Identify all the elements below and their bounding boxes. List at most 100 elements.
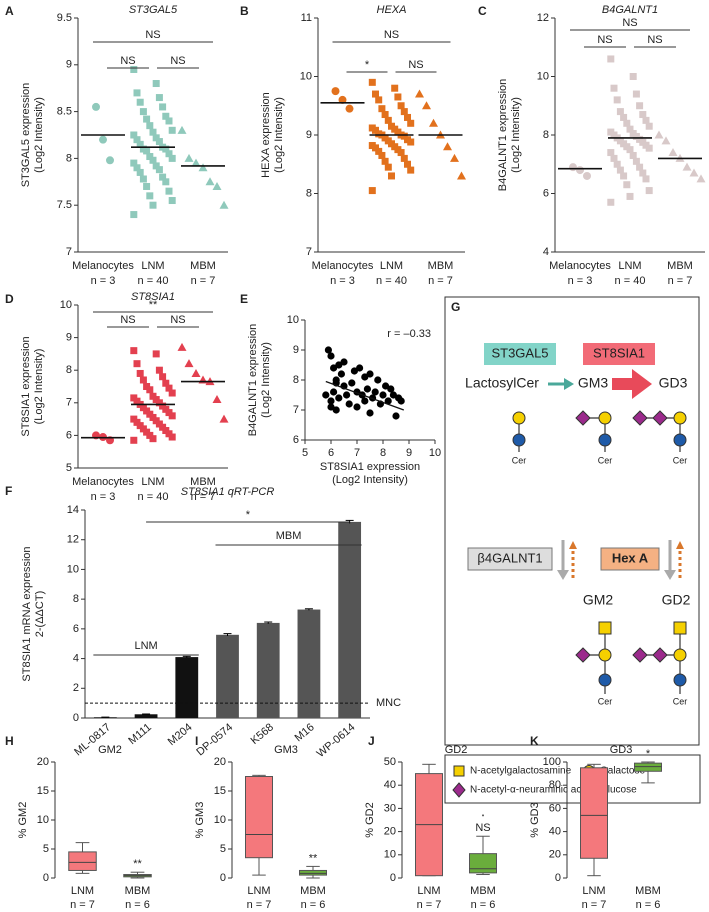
- point: [146, 153, 154, 161]
- point: [689, 168, 699, 177]
- ceramide-label: Cer: [598, 696, 613, 706]
- point: [613, 96, 621, 104]
- panel-letter: E: [240, 292, 248, 306]
- legend-label: N-acetylgalactosamine: [470, 766, 572, 777]
- y-tick-label: 6: [73, 623, 79, 635]
- point: [327, 403, 335, 411]
- y-tick-label: 0: [73, 712, 79, 724]
- n-label: n = 6: [636, 899, 661, 911]
- point: [639, 111, 647, 119]
- point: [361, 397, 369, 405]
- point: [139, 175, 147, 183]
- pathway-diagram: G ST3GAL5 ST8SIA1 LactosylCer GM3 GD3 Ce…: [444, 296, 700, 746]
- compound-label: LactosylCer: [465, 375, 539, 391]
- arrow-head: [664, 570, 676, 580]
- point: [682, 162, 692, 171]
- n-label: n = 7: [191, 491, 216, 503]
- x-tick-label: 9: [406, 447, 412, 459]
- n-label: n = 3: [91, 275, 116, 287]
- y-axis-label: (Log2 Intensity): [510, 97, 522, 173]
- y-tick-label: 20: [37, 756, 49, 768]
- point: [629, 151, 637, 159]
- x-tick-label: 5: [302, 447, 308, 459]
- significance-label: NS: [597, 34, 612, 46]
- point: [610, 154, 618, 162]
- x-tick-label: MBM: [190, 476, 216, 488]
- point: [165, 187, 173, 195]
- n-label: n = 7: [582, 899, 607, 911]
- y-tick-label: 7: [66, 397, 72, 409]
- significance-label: *: [646, 748, 651, 760]
- n-label: n = 40: [138, 275, 169, 287]
- point: [335, 394, 343, 402]
- point: [422, 101, 431, 110]
- box: [580, 767, 608, 859]
- point: [136, 168, 144, 176]
- point: [191, 158, 201, 167]
- point: [165, 117, 173, 125]
- x-tick-label: MBM: [300, 885, 326, 897]
- point: [350, 367, 358, 375]
- n-label: n = 3: [330, 275, 355, 287]
- y-axis-label: B4GALNT1 expression: [497, 79, 509, 192]
- group-label: LNM: [134, 640, 157, 652]
- point: [92, 102, 100, 111]
- y-tick-label: 11: [301, 12, 312, 24]
- point: [620, 113, 628, 121]
- y-tick-label: 10: [60, 299, 72, 311]
- y-axis-label: ST3GAL5 expression: [20, 83, 32, 188]
- y-tick-label: 50: [384, 756, 396, 768]
- point: [159, 373, 167, 381]
- point: [338, 95, 347, 104]
- x-tick-label: LNM: [247, 885, 270, 897]
- galnac: [598, 621, 612, 635]
- point: [143, 182, 151, 190]
- bar: [216, 634, 239, 718]
- chart-title: GM3: [274, 744, 298, 756]
- point: [616, 108, 624, 116]
- y-tick-label: 0: [555, 872, 561, 884]
- point: [384, 397, 392, 405]
- y-tick-label: 0: [390, 872, 396, 884]
- x-tick-label: DP-0574: [194, 721, 235, 758]
- bar: [338, 521, 362, 718]
- y-tick-label: 8: [306, 187, 312, 199]
- box: [299, 869, 327, 876]
- point: [162, 379, 170, 387]
- significance-label: NS: [384, 29, 399, 41]
- outlier: [482, 814, 484, 817]
- y-axis-label: % GD3: [529, 802, 541, 837]
- point: [610, 84, 618, 92]
- x-tick-label: MBM: [428, 260, 454, 272]
- significance-label: *: [365, 59, 370, 71]
- point: [607, 149, 615, 157]
- group-label: MBM: [276, 530, 302, 542]
- point: [654, 130, 664, 139]
- chart-title: GD2: [445, 744, 468, 756]
- significance-label: **: [133, 858, 142, 870]
- y-tick-label: 7: [66, 246, 72, 258]
- y-tick-label: 0: [220, 872, 226, 884]
- point: [397, 102, 405, 110]
- point: [130, 159, 138, 167]
- point: [632, 157, 640, 165]
- glucose: [598, 433, 612, 447]
- y-tick-label: 12: [67, 534, 79, 546]
- point: [626, 125, 634, 133]
- point: [133, 360, 141, 368]
- n-label: n = 3: [91, 491, 116, 503]
- chart-title: ST3GAL5: [129, 4, 178, 16]
- point: [139, 376, 147, 384]
- point: [389, 391, 397, 399]
- point: [361, 373, 369, 381]
- y-tick-label: 10: [537, 70, 549, 82]
- significance-label: NS: [120, 55, 135, 67]
- point: [353, 403, 361, 411]
- arrow: [612, 369, 652, 399]
- point: [400, 132, 408, 140]
- point: [327, 352, 335, 360]
- n-label: n = 6: [471, 899, 496, 911]
- point: [450, 153, 459, 162]
- arrow-head: [564, 378, 574, 390]
- point: [130, 436, 138, 444]
